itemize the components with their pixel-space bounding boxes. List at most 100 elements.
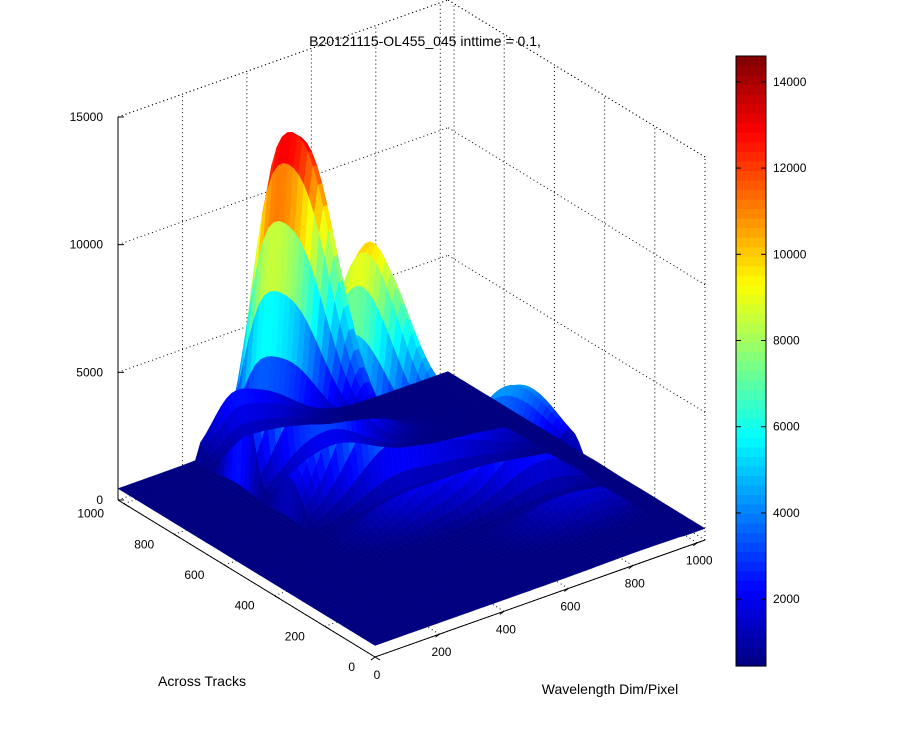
grid-line bbox=[447, 0, 706, 158]
box-edge bbox=[117, 0, 449, 118]
colorbar-swatch bbox=[736, 608, 766, 619]
colorbar-swatch bbox=[736, 389, 766, 400]
y-tick-label: 600 bbox=[184, 568, 204, 582]
z-tick-label: 15000 bbox=[70, 110, 104, 124]
colorbar-tick-label: 6000 bbox=[773, 420, 800, 434]
x-tick-label: 0 bbox=[374, 668, 381, 682]
z-tick-label: 10000 bbox=[70, 238, 104, 252]
colorbar-swatch bbox=[736, 551, 766, 562]
colorbar-swatch bbox=[736, 56, 766, 67]
colorbar-swatch bbox=[736, 627, 766, 639]
colorbar-swatch bbox=[736, 208, 766, 219]
colorbar-swatch bbox=[736, 361, 766, 372]
y-tick-label: 200 bbox=[285, 629, 305, 643]
colorbar-swatch bbox=[736, 446, 766, 457]
chart-title: B20121115-OL455_045 inttime = 0.1, bbox=[309, 33, 541, 49]
colorbar-swatch bbox=[736, 637, 766, 648]
colorbar-swatch bbox=[736, 513, 766, 524]
colorbar-swatch bbox=[736, 227, 766, 238]
colorbar-swatch bbox=[736, 265, 766, 276]
x-tick-label: 400 bbox=[496, 622, 516, 636]
colorbar-swatch bbox=[736, 475, 766, 486]
colorbar-swatch bbox=[736, 646, 766, 658]
colorbar-swatch bbox=[736, 189, 766, 200]
y-tick-mark bbox=[374, 656, 381, 661]
y-axis-label: Across Tracks bbox=[158, 673, 246, 689]
colorbar-swatch bbox=[736, 103, 766, 114]
colorbar-swatch bbox=[736, 160, 766, 171]
y-tick-mark bbox=[274, 595, 280, 600]
y-tick-mark bbox=[123, 503, 130, 508]
box-edge bbox=[447, 0, 706, 158]
y-tick-label: 0 bbox=[348, 660, 355, 674]
colorbar-swatch bbox=[736, 170, 766, 181]
x-tick-mark bbox=[370, 656, 376, 661]
colorbar-swatch bbox=[736, 246, 766, 257]
colorbar-swatch bbox=[736, 179, 766, 191]
colorbar-swatch bbox=[736, 65, 766, 76]
colorbar-swatch bbox=[736, 437, 766, 448]
y-tick-label: 800 bbox=[134, 537, 154, 551]
colorbar-swatch bbox=[736, 465, 766, 476]
y-tick-label: 1000 bbox=[77, 507, 104, 521]
colorbar-swatch bbox=[736, 141, 766, 152]
x-tick-label: 1000 bbox=[686, 554, 713, 568]
x-tick-label: 600 bbox=[560, 599, 580, 613]
colorbar-tick-label: 4000 bbox=[773, 506, 800, 520]
colorbar-swatch bbox=[736, 198, 766, 210]
y-tick-mark bbox=[224, 564, 230, 569]
colorbar-swatch bbox=[736, 275, 766, 286]
colorbar-swatch bbox=[736, 570, 766, 581]
z-tick-label: 5000 bbox=[76, 365, 103, 379]
colorbar-swatch bbox=[736, 313, 766, 324]
x-axis-label: Wavelength Dim/Pixel bbox=[542, 681, 678, 697]
z-tick-label: 0 bbox=[96, 493, 103, 507]
surface bbox=[117, 131, 706, 646]
colorbar-tick-label: 10000 bbox=[773, 247, 807, 261]
y-tick-mark bbox=[324, 625, 331, 630]
colorbar-swatch bbox=[736, 542, 766, 553]
colorbar-swatch bbox=[736, 427, 766, 438]
colorbar-swatch bbox=[736, 456, 766, 467]
colorbar-swatch bbox=[736, 294, 766, 305]
colorbar-swatch bbox=[736, 351, 766, 362]
colorbar-swatch bbox=[736, 75, 766, 86]
colorbar-swatch bbox=[736, 523, 766, 534]
colorbar-swatch bbox=[736, 322, 766, 334]
colorbar-swatch bbox=[736, 122, 766, 133]
colorbar-swatch bbox=[736, 370, 766, 381]
colorbar-swatch bbox=[736, 561, 766, 572]
colorbar-swatch bbox=[736, 494, 766, 505]
colorbar-swatch bbox=[736, 132, 766, 143]
colorbar-tick-label: 2000 bbox=[773, 592, 800, 606]
colorbar-swatch bbox=[736, 399, 766, 410]
colorbar-swatch bbox=[736, 580, 766, 591]
colorbar-swatch bbox=[736, 303, 766, 314]
colorbar-swatch bbox=[736, 237, 766, 248]
grid-line bbox=[447, 254, 706, 413]
colorbar-swatch bbox=[736, 94, 766, 105]
x-tick-label: 200 bbox=[431, 645, 451, 659]
colorbar-swatch bbox=[736, 656, 766, 667]
colorbar-tick-label: 8000 bbox=[773, 334, 800, 348]
colorbar-swatch bbox=[736, 218, 766, 229]
x-tick-label: 800 bbox=[625, 577, 645, 591]
colorbar-swatch bbox=[736, 84, 766, 95]
grid-line bbox=[447, 127, 706, 286]
colorbar-swatch bbox=[736, 484, 766, 496]
colorbar: 2000 4000 6000 8000 10000 12000 14000 bbox=[735, 55, 807, 667]
y-tick-label: 400 bbox=[235, 599, 255, 613]
colorbar-tick-label: 12000 bbox=[773, 161, 807, 175]
colorbar-tick-label: 14000 bbox=[773, 75, 807, 89]
colorbar-swatch bbox=[736, 151, 766, 162]
colorbar-swatch bbox=[736, 599, 766, 610]
colorbar-swatch bbox=[736, 380, 766, 391]
colorbar-swatch bbox=[736, 256, 766, 267]
y-tick-mark bbox=[173, 533, 180, 538]
colorbar-swatch bbox=[736, 618, 766, 629]
colorbar-swatch bbox=[736, 408, 766, 419]
plot-axes: 0200400600800100002004006008001000050001… bbox=[70, 0, 713, 682]
colorbar-swatch bbox=[736, 284, 766, 295]
colorbar-swatch bbox=[736, 532, 766, 543]
